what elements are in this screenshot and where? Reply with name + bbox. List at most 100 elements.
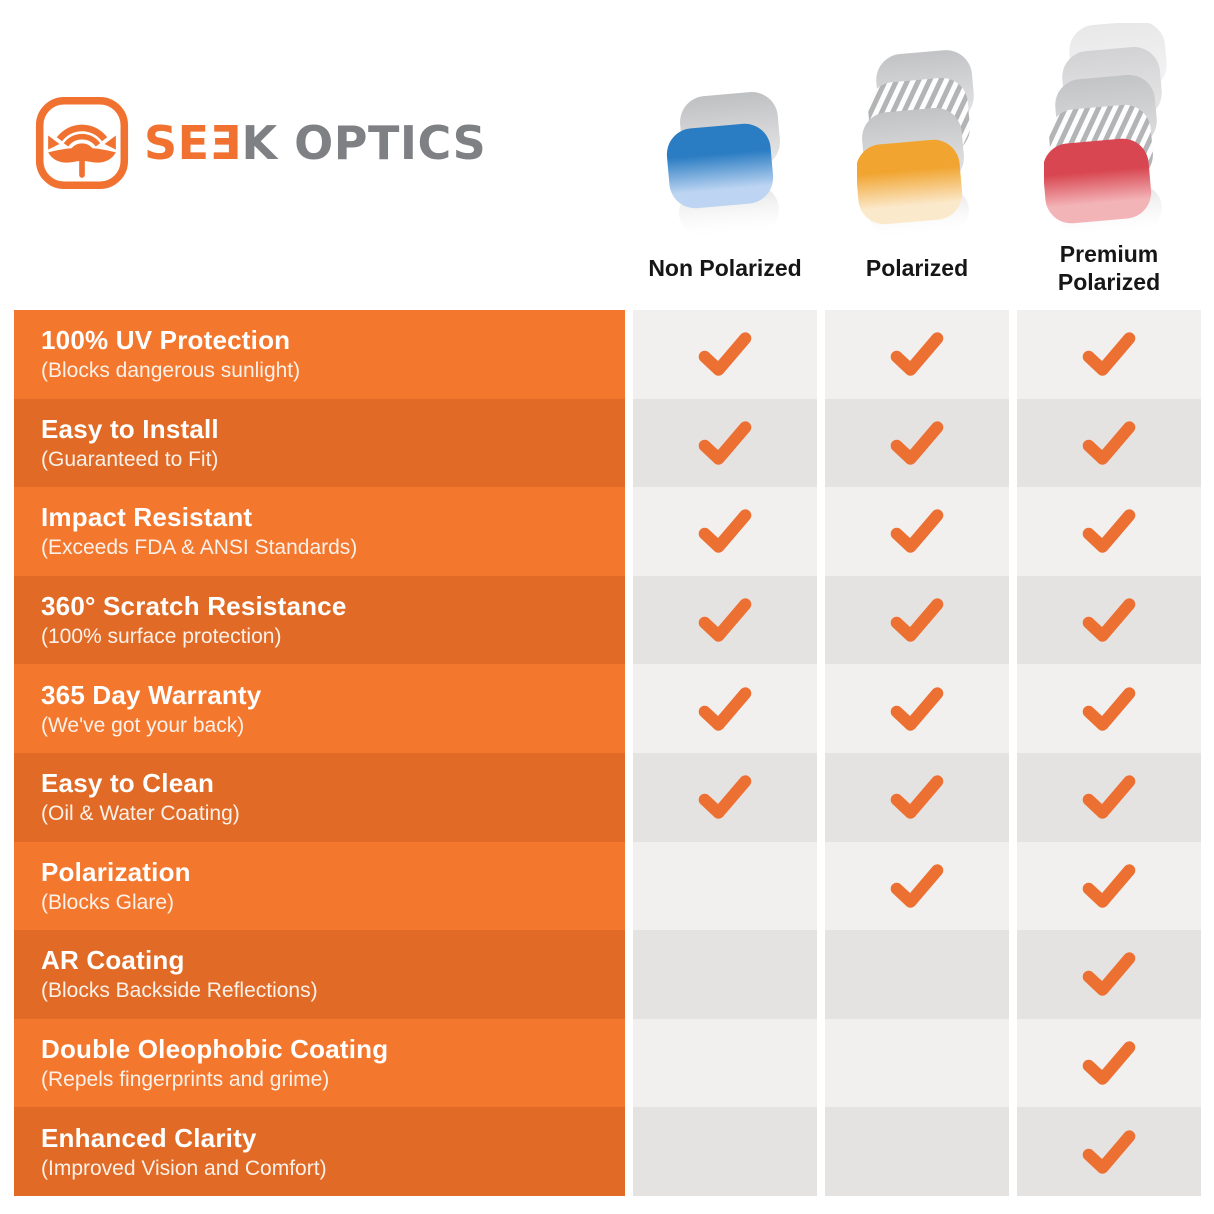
- feature-cell: Polarization (Blocks Glare): [14, 841, 625, 931]
- check-icon: [890, 509, 944, 554]
- check-cell: [633, 752, 817, 842]
- feature-title: Polarization: [41, 856, 191, 887]
- check-cell: [1017, 1107, 1201, 1196]
- check-cell: [633, 398, 817, 488]
- check-icon: [1082, 421, 1136, 465]
- check-icon: [1082, 598, 1136, 642]
- check-cell: [633, 930, 817, 1019]
- column-label-premium-polarized: Premium Polarized: [1057, 241, 1161, 295]
- feature-cell: Enhanced Clarity (Improved Vision and Co…: [14, 1107, 625, 1196]
- check-icon: [698, 509, 752, 554]
- check-icon: [890, 332, 944, 376]
- check-icon: [1082, 686, 1136, 731]
- feature-subtitle: (Improved Vision and Comfort): [41, 1156, 327, 1180]
- check-icon: [698, 686, 752, 731]
- check-icon: [1082, 1041, 1136, 1085]
- feature-cell: Easy to Install (Guaranteed to Fit): [14, 398, 625, 488]
- feature-title: Impact Resistant: [41, 502, 253, 533]
- feature-title: Easy to Clean: [41, 768, 215, 799]
- check-icon: [890, 864, 944, 908]
- check-cell: [825, 487, 1009, 576]
- brand-name-orange-part: SEƎ: [144, 116, 242, 170]
- feature-subtitle: (Oil & Water Coating): [41, 802, 240, 826]
- check-cell: [1017, 398, 1201, 488]
- check-icon: [890, 598, 944, 642]
- brand-name-gray-part: K OPTICS: [241, 116, 487, 170]
- check-cell: [633, 664, 817, 753]
- feature-title: 100% UV Protection: [41, 325, 291, 356]
- check-cell: [1017, 1018, 1201, 1108]
- check-icon: [1082, 864, 1136, 908]
- column-header-polarized: Polarized: [825, 0, 1009, 310]
- check-cell: [1017, 575, 1201, 665]
- check-cell: [825, 1018, 1009, 1108]
- check-cell: [1017, 487, 1201, 576]
- check-icon: [698, 775, 752, 819]
- check-icon: [1082, 952, 1136, 997]
- feature-title: 365 Day Warranty: [41, 679, 262, 710]
- check-cell: [633, 310, 817, 399]
- check-cell: [633, 1018, 817, 1108]
- check-icon: [890, 686, 944, 731]
- column-label-polarized: Polarized: [865, 255, 969, 282]
- check-cell: [633, 1107, 817, 1196]
- check-cell: [1017, 841, 1201, 931]
- check-cell: [1017, 930, 1201, 1019]
- feature-title: Enhanced Clarity: [41, 1122, 257, 1153]
- check-cell: [633, 575, 817, 665]
- check-cell: [1017, 752, 1201, 842]
- feature-subtitle: (100% surface protection): [41, 625, 282, 649]
- check-icon: [698, 421, 752, 465]
- check-cell: [825, 1107, 1009, 1196]
- feature-subtitle: (Blocks Backside Reflections): [41, 979, 318, 1003]
- feature-subtitle: (Blocks Glare): [41, 890, 175, 914]
- check-cell: [825, 752, 1009, 842]
- feature-title: Double Oleophobic Coating: [41, 1034, 389, 1065]
- seek-optics-logo-icon: [35, 96, 129, 190]
- polarized-lens-image: [857, 50, 974, 236]
- check-icon: [698, 332, 752, 376]
- brand-logo: SEƎK OPTICS: [35, 96, 486, 190]
- check-cell: [825, 310, 1009, 399]
- check-icon: [1082, 1129, 1136, 1174]
- check-cell: [825, 841, 1009, 931]
- feature-cell: Double Oleophobic Coating (Repels finger…: [14, 1018, 625, 1108]
- check-icon: [890, 421, 944, 465]
- feature-cell: Impact Resistant (Exceeds FDA & ANSI Sta…: [14, 487, 625, 576]
- check-cell: [633, 487, 817, 576]
- feature-cell: 365 Day Warranty (We've got your back): [14, 664, 625, 753]
- feature-subtitle: (Repels fingerprints and grime): [41, 1068, 330, 1092]
- feature-subtitle: (Exceeds FDA & ANSI Standards): [41, 536, 358, 560]
- non-polarized-lens-image: [666, 92, 780, 236]
- check-icon: [890, 775, 944, 819]
- check-cell: [825, 664, 1009, 753]
- feature-cell: 100% UV Protection (Blocks dangerous sun…: [14, 310, 625, 399]
- feature-title: 360° Scratch Resistance: [41, 591, 347, 622]
- feature-title: AR Coating: [41, 945, 185, 976]
- check-cell: [633, 841, 817, 931]
- comparison-table: 100% UV Protection (Blocks dangerous sun…: [14, 310, 1201, 1196]
- feature-subtitle: (Guaranteed to Fit): [41, 447, 219, 471]
- check-icon: [1082, 775, 1136, 819]
- feature-subtitle: (We've got your back): [41, 713, 245, 737]
- feature-subtitle: (Blocks dangerous sunlight): [41, 359, 301, 383]
- column-label-non-polarized: Non Polarized: [648, 255, 802, 282]
- feature-cell: Easy to Clean (Oil & Water Coating): [14, 752, 625, 842]
- check-cell: [825, 398, 1009, 488]
- feature-cell: 360° Scratch Resistance (100% surface pr…: [14, 575, 625, 665]
- premium-polarized-lens-image: [1044, 23, 1167, 236]
- brand-name: SEƎK OPTICS: [144, 116, 486, 170]
- header: Non Polarized: [14, 0, 1201, 310]
- column-header-non-polarized: Non Polarized: [633, 0, 817, 310]
- column-header-premium-polarized: Premium Polarized: [1017, 0, 1201, 310]
- check-icon: [698, 598, 752, 642]
- check-cell: [825, 930, 1009, 1019]
- check-icon: [1082, 332, 1136, 376]
- check-icon: [1082, 509, 1136, 554]
- feature-cell: AR Coating (Blocks Backside Reflections): [14, 930, 625, 1019]
- feature-title: Easy to Install: [41, 413, 219, 444]
- check-cell: [825, 575, 1009, 665]
- check-cell: [1017, 664, 1201, 753]
- check-cell: [1017, 310, 1201, 399]
